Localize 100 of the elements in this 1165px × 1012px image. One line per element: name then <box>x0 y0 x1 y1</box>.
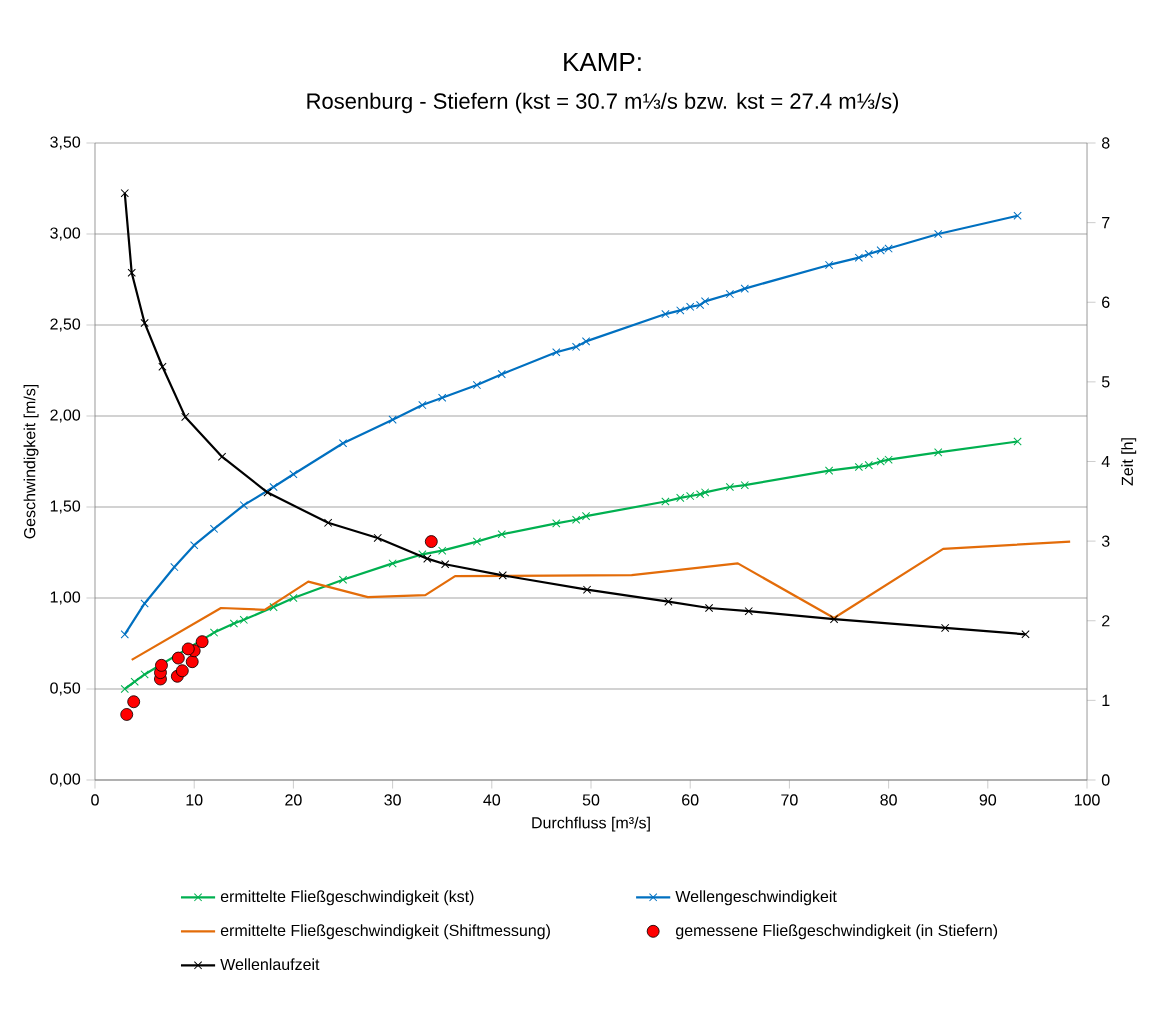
point <box>423 554 432 563</box>
chart-subtitle: Rosenburg - Stiefern (kst = 30.7 m⅓/s bzw. kst = 27.4 m⅓/s) <box>307 92 899 114</box>
y2-axis-title: Zeit [h] <box>1121 438 1137 486</box>
point <box>695 300 705 310</box>
point <box>661 497 670 506</box>
point <box>664 597 673 606</box>
point <box>582 585 592 594</box>
point <box>700 297 710 306</box>
point <box>424 535 438 548</box>
point <box>388 559 397 568</box>
point <box>1013 437 1022 446</box>
point <box>552 519 561 528</box>
chart-title: KAMP: <box>564 53 641 71</box>
point <box>581 337 591 346</box>
point <box>338 575 348 584</box>
y2-tick-label: 8 <box>1101 137 1110 149</box>
point <box>940 623 950 633</box>
point <box>497 369 506 379</box>
point <box>130 677 139 686</box>
point <box>140 670 149 679</box>
legend-label: ermittelte Fließgeschwindigkeit (Shiftmessung) <box>220 924 550 940</box>
x-tick-label: 20 <box>285 794 302 806</box>
point <box>740 480 749 490</box>
point <box>181 412 190 422</box>
point <box>338 439 348 448</box>
point <box>209 524 219 534</box>
x-tick-label: 90 <box>979 794 997 806</box>
point <box>239 615 248 625</box>
point <box>700 488 710 497</box>
point <box>854 253 864 262</box>
point <box>829 614 839 624</box>
point <box>120 630 129 639</box>
point <box>1021 630 1030 639</box>
point <box>209 628 219 637</box>
point <box>418 400 427 410</box>
point <box>170 562 179 572</box>
point <box>140 599 149 608</box>
point <box>263 488 272 497</box>
point <box>581 511 591 521</box>
point <box>229 619 239 628</box>
point <box>497 530 506 539</box>
point <box>676 493 685 503</box>
point <box>864 460 873 470</box>
point <box>323 518 333 527</box>
point <box>289 470 298 479</box>
point <box>824 466 834 475</box>
point <box>854 462 864 472</box>
point <box>824 260 834 270</box>
y2-tick-label: 7 <box>1102 217 1110 229</box>
point <box>373 533 382 543</box>
y-tick-label: 1,00 <box>50 591 81 605</box>
point <box>1013 211 1022 220</box>
point <box>744 607 753 616</box>
point <box>127 268 136 277</box>
point <box>438 393 447 402</box>
point <box>171 651 185 665</box>
x-tick-label: 100 <box>1074 794 1100 806</box>
y-tick-label: 3,00 <box>50 227 81 241</box>
point <box>864 249 873 259</box>
point <box>661 309 670 319</box>
point <box>695 490 705 499</box>
point <box>676 306 685 315</box>
y-tick-label: 2,50 <box>50 318 81 332</box>
point <box>158 362 167 371</box>
point <box>388 415 397 424</box>
point <box>740 284 749 293</box>
line-series <box>130 540 1072 661</box>
point <box>175 664 189 678</box>
y2-tick-label: 2 <box>1102 615 1110 627</box>
point <box>195 635 209 649</box>
x-tick-label: 70 <box>781 794 798 806</box>
point <box>472 380 482 390</box>
y2-tick-label: 5 <box>1101 376 1110 388</box>
legend-label: ermittelte Fließgeschwindigkeit (kst) <box>220 890 474 906</box>
point <box>269 602 278 612</box>
x-tick-label: 40 <box>483 794 501 806</box>
point <box>239 501 248 510</box>
y2-tick-label: 0 <box>1101 774 1110 786</box>
y-tick-label: 3,50 <box>50 136 81 150</box>
point <box>289 593 298 603</box>
point <box>438 546 447 555</box>
x-tick-label: 80 <box>880 794 897 806</box>
point <box>269 482 278 492</box>
x-tick-label: 0 <box>91 794 99 806</box>
point <box>686 491 695 501</box>
legend-label: Wellenlaufzeit <box>220 958 320 971</box>
y-tick-label: 0,00 <box>50 773 81 787</box>
y-axis-title: Geschwindigkeit [m/s] <box>23 384 39 539</box>
point <box>472 537 482 546</box>
y2-tick-label: 3 <box>1101 535 1110 547</box>
x-axis-title: Durchfluss [m³/s] <box>532 816 650 832</box>
point <box>571 515 581 524</box>
point <box>120 188 129 198</box>
point <box>725 482 735 492</box>
point <box>441 560 450 569</box>
y-tick-label: 1,50 <box>50 500 81 514</box>
legend-label: gemessene Fließgeschwindigkeit (in Stiefern) <box>675 924 998 940</box>
y2-tick-label: 6 <box>1102 296 1110 308</box>
y-tick-label: 2,00 <box>50 409 81 423</box>
point <box>571 342 581 352</box>
